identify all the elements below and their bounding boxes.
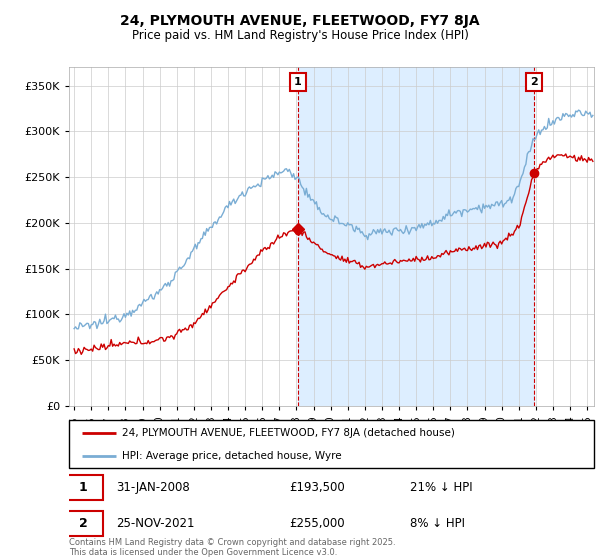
- Text: HPI: Average price, detached house, Wyre: HPI: Average price, detached house, Wyre: [121, 451, 341, 461]
- Bar: [298, 67, 534, 406]
- Text: 25-NOV-2021: 25-NOV-2021: [116, 517, 195, 530]
- FancyBboxPatch shape: [64, 511, 103, 536]
- Text: Price paid vs. HM Land Registry's House Price Index (HPI): Price paid vs. HM Land Registry's House …: [131, 29, 469, 42]
- Text: 2: 2: [530, 77, 538, 87]
- Text: 21% ↓ HPI: 21% ↓ HPI: [410, 481, 473, 494]
- Text: 24, PLYMOUTH AVENUE, FLEETWOOD, FY7 8JA (detached house): 24, PLYMOUTH AVENUE, FLEETWOOD, FY7 8JA …: [121, 428, 454, 438]
- FancyBboxPatch shape: [64, 475, 103, 500]
- Text: Contains HM Land Registry data © Crown copyright and database right 2025.
This d: Contains HM Land Registry data © Crown c…: [69, 538, 395, 557]
- Text: 1: 1: [294, 77, 302, 87]
- FancyBboxPatch shape: [69, 420, 594, 468]
- Text: 24, PLYMOUTH AVENUE, FLEETWOOD, FY7 8JA: 24, PLYMOUTH AVENUE, FLEETWOOD, FY7 8JA: [120, 14, 480, 28]
- Text: 8% ↓ HPI: 8% ↓ HPI: [410, 517, 465, 530]
- Text: 1: 1: [79, 481, 88, 494]
- Text: 2: 2: [79, 517, 88, 530]
- Text: £255,000: £255,000: [290, 517, 345, 530]
- Text: £193,500: £193,500: [290, 481, 345, 494]
- Text: 31-JAN-2008: 31-JAN-2008: [116, 481, 190, 494]
